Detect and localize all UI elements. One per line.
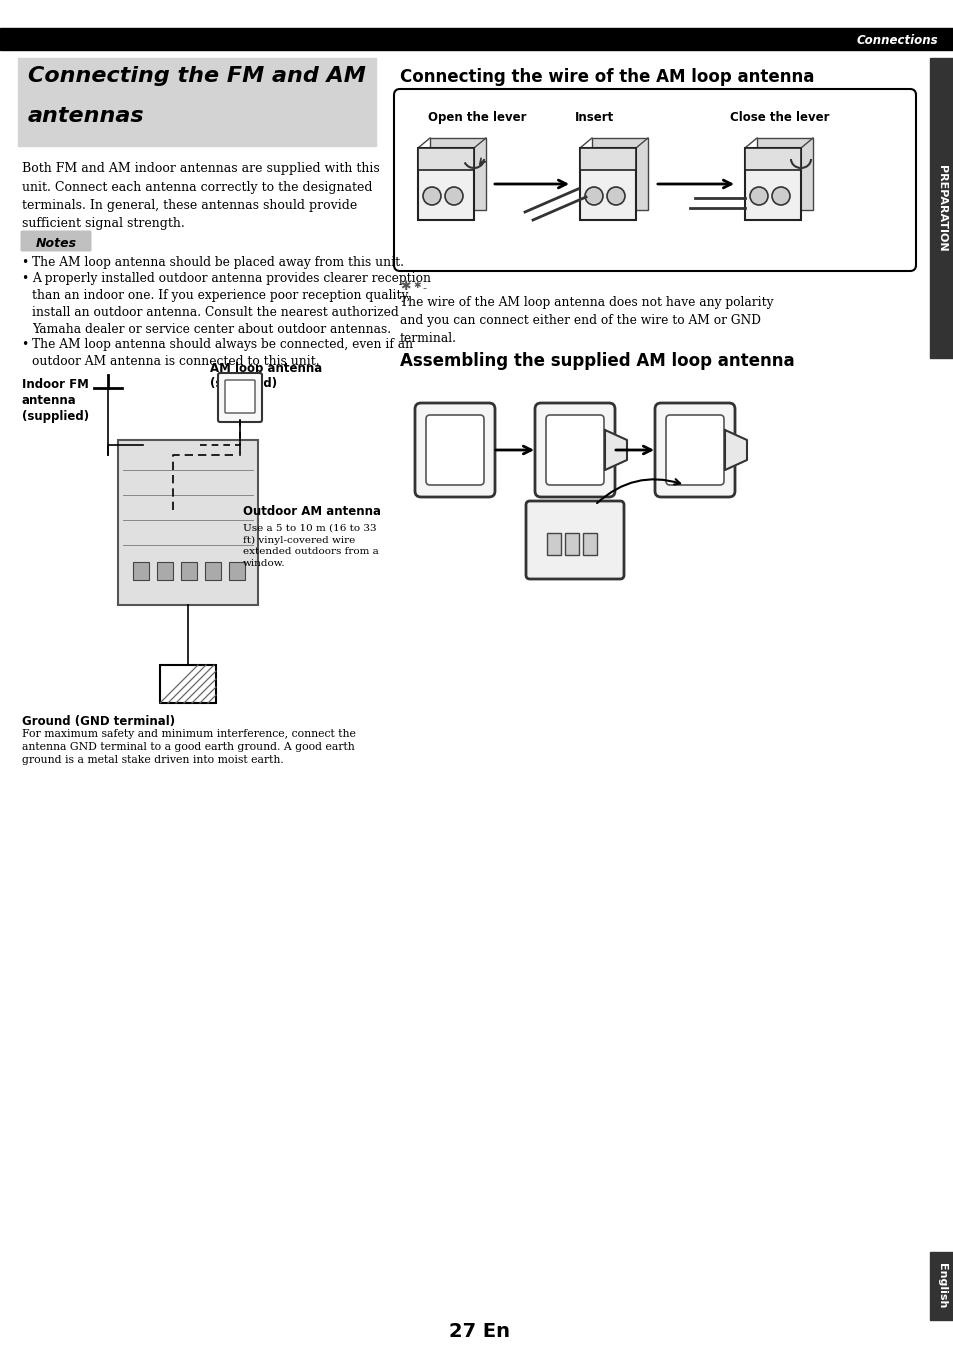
Bar — [157, 562, 172, 580]
FancyBboxPatch shape — [417, 148, 474, 220]
FancyBboxPatch shape — [545, 415, 603, 485]
Circle shape — [771, 187, 789, 205]
Text: Notes: Notes — [35, 237, 76, 249]
Bar — [160, 665, 215, 704]
Text: Indoor FM
antenna
(supplied): Indoor FM antenna (supplied) — [22, 377, 89, 423]
Text: Connecting the FM and AM: Connecting the FM and AM — [28, 66, 366, 86]
Text: ✱: ✱ — [413, 280, 420, 290]
Text: Connections: Connections — [856, 34, 937, 46]
Text: Outdoor AM antenna: Outdoor AM antenna — [243, 506, 380, 518]
Text: The AM loop antenna should be placed away from this unit.: The AM loop antenna should be placed awa… — [32, 256, 403, 270]
Text: ✱: ✱ — [399, 280, 410, 293]
Text: 27 En: 27 En — [449, 1322, 510, 1341]
FancyBboxPatch shape — [592, 137, 647, 210]
Text: The wire of the AM loop antenna does not have any polarity
and you can connect e: The wire of the AM loop antenna does not… — [399, 297, 773, 345]
Text: For maximum safety and minimum interference, connect the
antenna GND terminal to: For maximum safety and minimum interfere… — [22, 729, 355, 766]
Bar — [181, 562, 196, 580]
FancyBboxPatch shape — [430, 137, 485, 210]
Text: Insert: Insert — [575, 111, 614, 124]
FancyBboxPatch shape — [225, 380, 254, 412]
Bar — [564, 532, 578, 555]
Circle shape — [422, 187, 440, 205]
Bar — [118, 439, 257, 605]
FancyBboxPatch shape — [655, 403, 734, 497]
Bar — [229, 562, 245, 580]
Text: A properly installed outdoor antenna provides clearer reception
than an indoor o: A properly installed outdoor antenna pro… — [32, 272, 431, 336]
Text: Use a 5 to 10 m (16 to 33
ft) vinyl-covered wire
extended outdoors from a
window: Use a 5 to 10 m (16 to 33 ft) vinyl-cove… — [243, 524, 378, 568]
Polygon shape — [724, 430, 746, 470]
FancyBboxPatch shape — [415, 403, 495, 497]
FancyBboxPatch shape — [218, 373, 262, 422]
Text: Ground (GND terminal): Ground (GND terminal) — [22, 714, 175, 728]
Text: The AM loop antenna should always be connected, even if an
outdoor AM antenna is: The AM loop antenna should always be con… — [32, 338, 413, 368]
Circle shape — [749, 187, 767, 205]
Circle shape — [606, 187, 624, 205]
FancyBboxPatch shape — [394, 89, 915, 271]
FancyBboxPatch shape — [426, 415, 483, 485]
Text: antennas: antennas — [28, 106, 145, 125]
Bar — [546, 532, 560, 555]
FancyBboxPatch shape — [20, 231, 91, 252]
Text: Assembling the supplied AM loop antenna: Assembling the supplied AM loop antenna — [399, 352, 794, 369]
Text: •: • — [22, 256, 33, 270]
Circle shape — [444, 187, 462, 205]
Bar — [417, 148, 474, 170]
Bar — [0, 28, 953, 50]
Bar — [929, 1252, 953, 1320]
Text: English: English — [936, 1263, 946, 1309]
Text: Connecting the wire of the AM loop antenna: Connecting the wire of the AM loop anten… — [399, 67, 814, 86]
Bar — [744, 148, 801, 170]
Circle shape — [584, 187, 602, 205]
Text: -: - — [421, 283, 426, 293]
Bar — [579, 148, 636, 170]
Text: •: • — [22, 338, 33, 350]
Text: AM loop antenna
(supplied): AM loop antenna (supplied) — [210, 363, 322, 390]
Text: Close the lever: Close the lever — [729, 111, 829, 124]
Bar — [205, 562, 221, 580]
Bar — [18, 58, 375, 146]
FancyBboxPatch shape — [525, 501, 623, 580]
Text: PREPARATION: PREPARATION — [936, 164, 946, 251]
Text: Both FM and AM indoor antennas are supplied with this
unit. Connect each antenna: Both FM and AM indoor antennas are suppl… — [22, 162, 379, 231]
Text: Open the lever: Open the lever — [428, 111, 526, 124]
Text: •: • — [22, 272, 33, 284]
Bar — [132, 562, 149, 580]
FancyBboxPatch shape — [665, 415, 723, 485]
Bar — [582, 532, 597, 555]
FancyBboxPatch shape — [757, 137, 812, 210]
FancyBboxPatch shape — [579, 148, 636, 220]
Polygon shape — [604, 430, 626, 470]
FancyBboxPatch shape — [744, 148, 801, 220]
FancyBboxPatch shape — [535, 403, 615, 497]
Bar — [929, 58, 953, 359]
